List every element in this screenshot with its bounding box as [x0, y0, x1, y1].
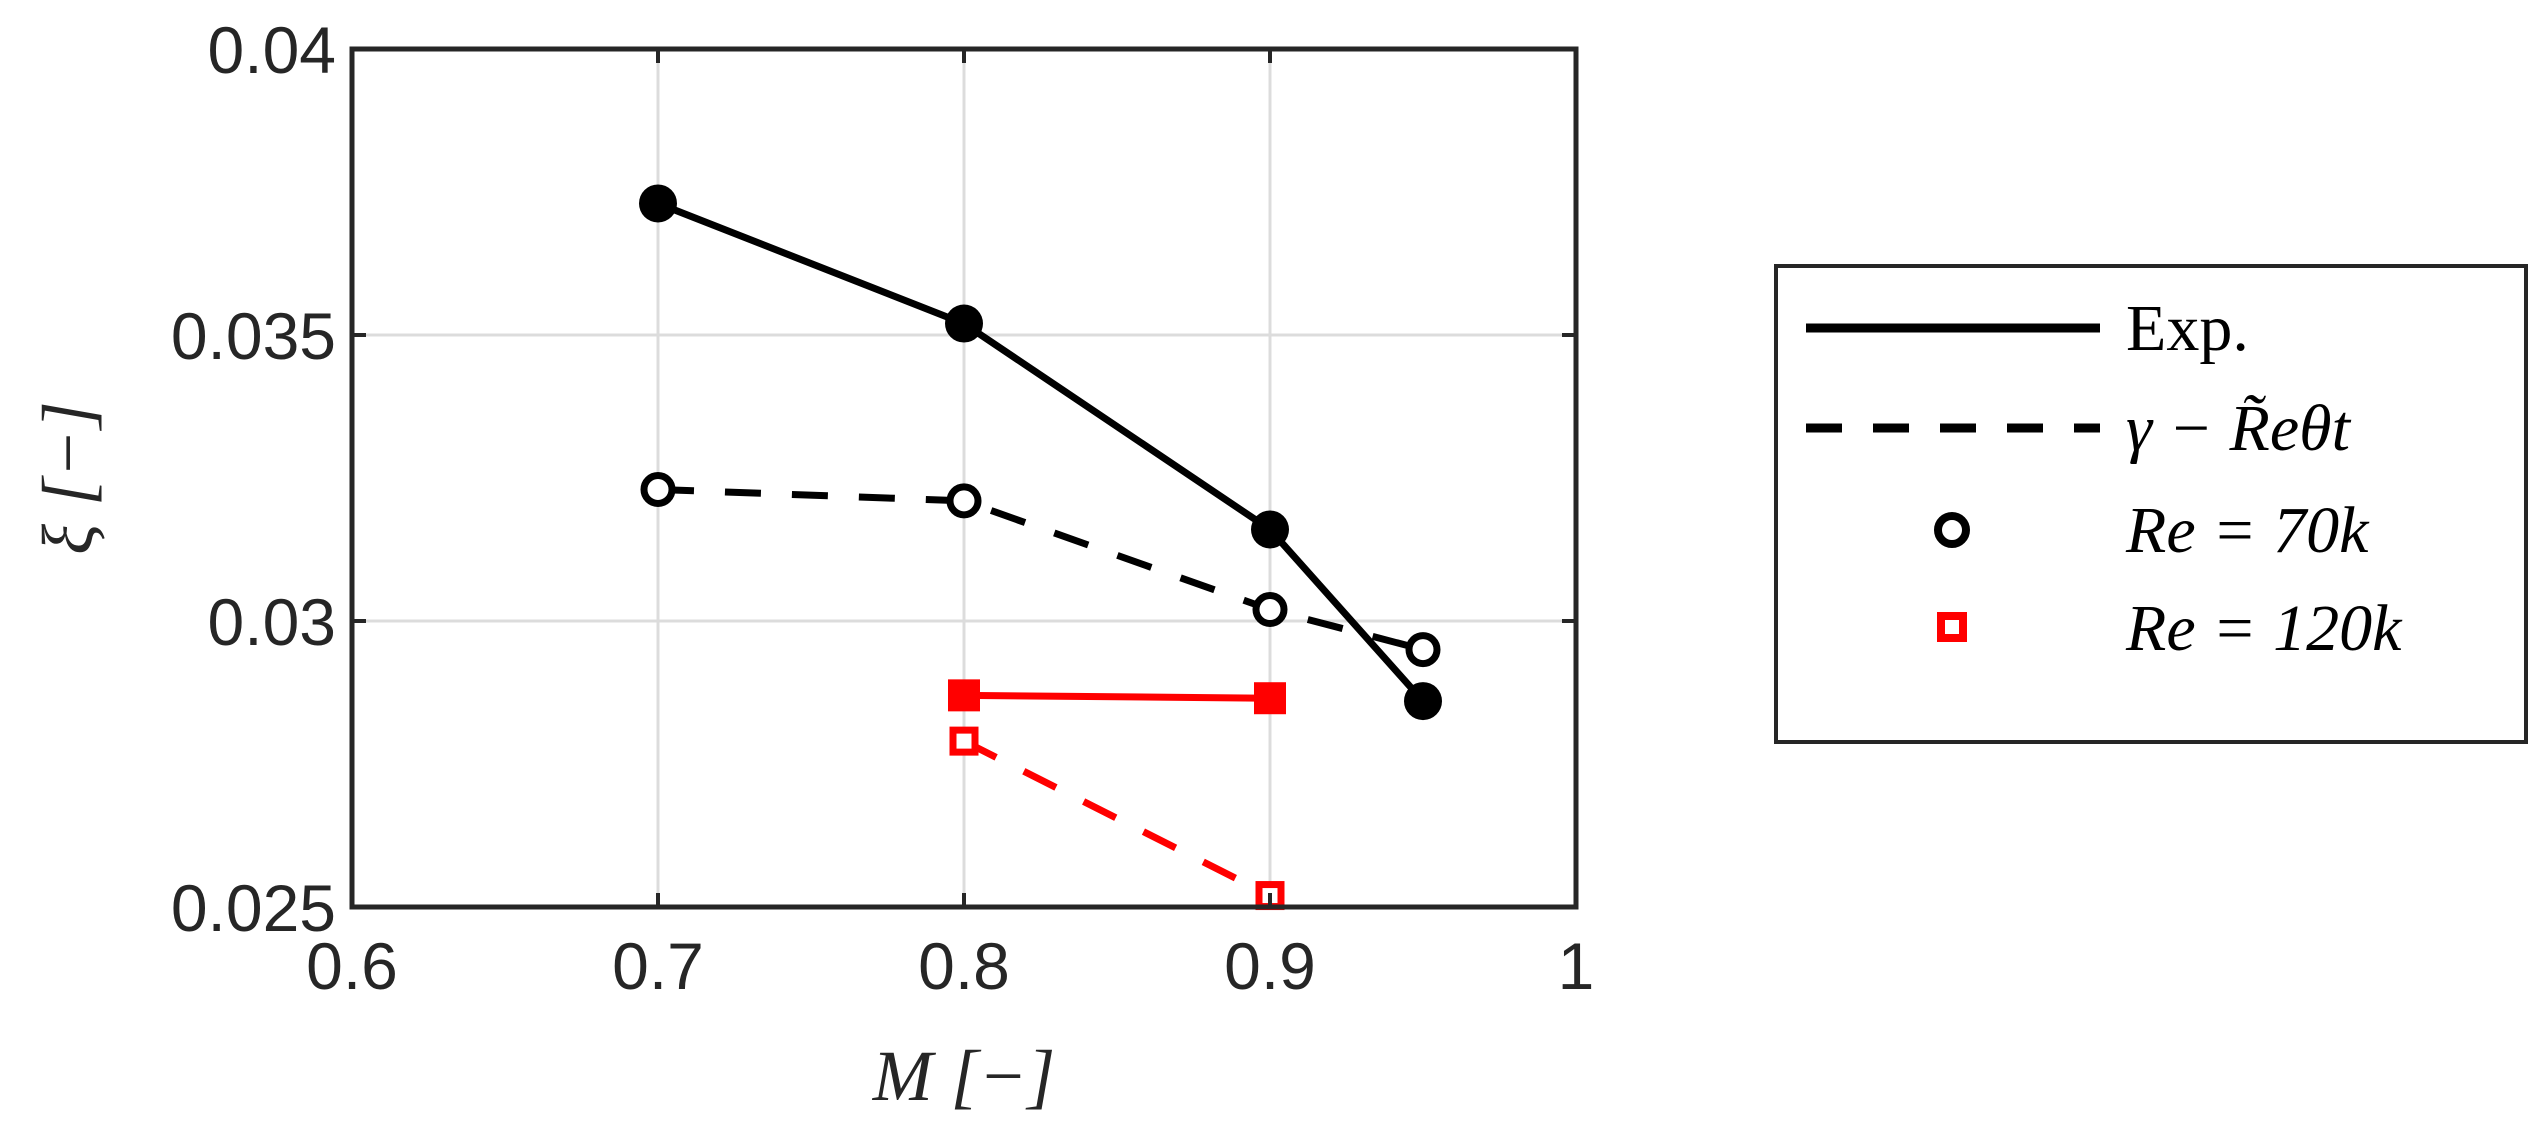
data-point — [1252, 592, 1288, 628]
legend-label-model: γ − R̃eθt — [2126, 392, 2352, 465]
series-1 — [640, 471, 1441, 668]
x-axis-label: M [−] — [872, 1036, 1056, 1116]
ticks: 0.6 0.7 0.8 0.9 1 0.025 0.03 0.035 0.04 — [171, 13, 1595, 1003]
data-point — [949, 726, 979, 756]
legend-label-exp: Exp. — [2126, 292, 2249, 365]
y-tick-label: 0.03 — [208, 585, 336, 659]
legend: Exp. γ − R̃eθt Re = 70k Re = 120k — [1774, 264, 2528, 744]
x-tick-label: 0.7 — [612, 929, 704, 1003]
legend-box — [1774, 264, 2528, 744]
data-point — [945, 304, 983, 343]
data-point — [640, 471, 676, 507]
y-tick-label: 0.04 — [208, 13, 336, 87]
data-point — [1405, 632, 1441, 668]
x-tick-label: 0.8 — [918, 929, 1010, 1003]
y-axis-label: ξ [−] — [28, 401, 108, 554]
series-line — [657, 485, 1424, 653]
data-point — [1254, 682, 1286, 715]
data-point — [1404, 682, 1442, 721]
y-tick-label: 0.025 — [171, 871, 336, 945]
legend-square-marker — [1937, 612, 1967, 642]
series-line — [656, 200, 1426, 704]
legend-label-re70k: Re = 70k — [2125, 494, 2370, 567]
series-2 — [948, 679, 1286, 715]
data-point — [946, 483, 982, 519]
x-tick-label: 0.6 — [306, 929, 398, 1003]
series-line — [963, 691, 1271, 702]
x-tick-label: 1 — [1558, 929, 1595, 1003]
legend-circle-marker — [1934, 512, 1970, 548]
grid — [350, 47, 1578, 909]
x-tick-label: 0.9 — [1224, 929, 1316, 1003]
series-0 — [639, 184, 1442, 721]
plot-area — [639, 184, 1442, 911]
data-point — [639, 184, 677, 223]
data-point — [948, 679, 980, 712]
y-tick-label: 0.035 — [171, 299, 336, 373]
series-line — [962, 737, 1272, 899]
data-point — [1251, 510, 1289, 549]
series-3 — [949, 726, 1285, 911]
legend-label-re120k: Re = 120k — [2125, 592, 2403, 665]
